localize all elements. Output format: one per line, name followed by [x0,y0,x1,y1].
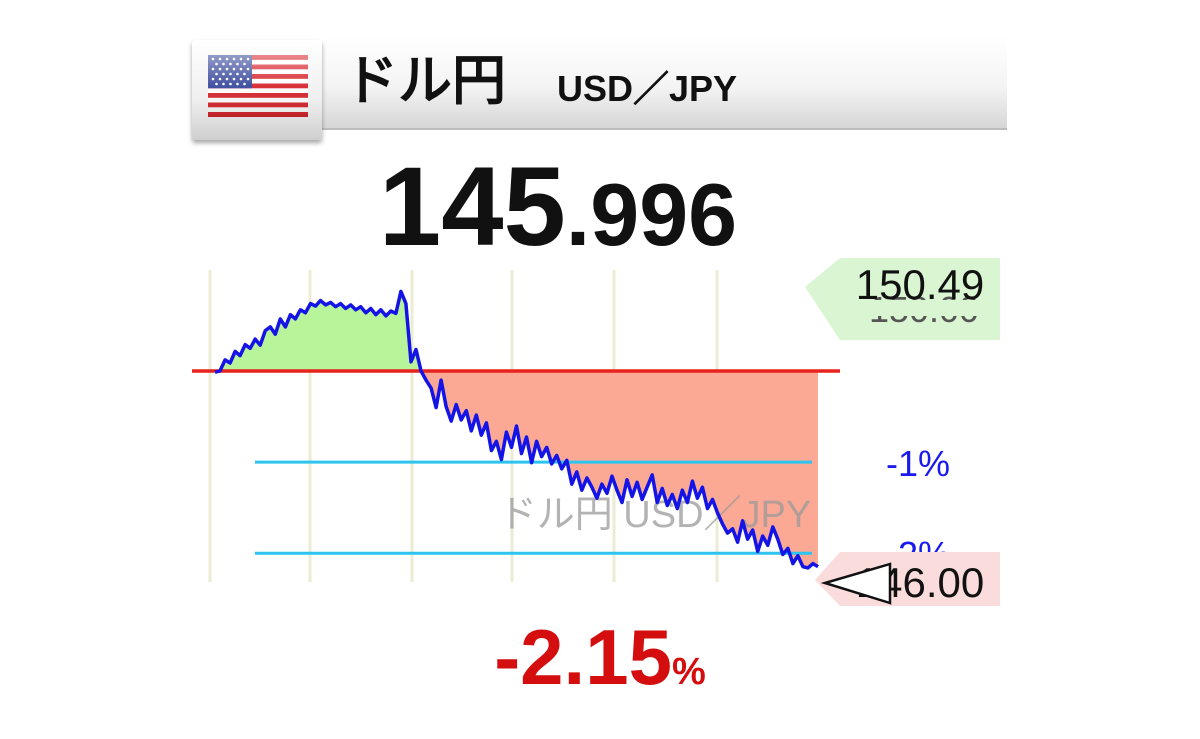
change-unit: % [672,651,706,693]
change-value: -2.15 [494,613,672,701]
current-price-marker-icon [820,562,892,605]
high-tag [805,258,1000,340]
price-line [214,289,819,570]
price-decimal: .996 [565,165,738,264]
gain-area [215,291,818,371]
level-label-1: -1% [886,443,950,484]
pair-name-ja: ドル円 [344,49,506,112]
current-price: 145.996 [0,148,1116,300]
pair-name-en: USD／JPY [557,68,738,109]
high-label: 150.49 [856,261,984,308]
header-bar [192,36,1007,130]
loss-area [215,370,818,568]
us-flag-icon [208,55,308,117]
price-integer: 145 [378,144,566,269]
high-tag-mask [842,300,1000,316]
chart-watermark: ドル円 USD／JPY [499,494,811,536]
change-percent: -2.15% [0,612,1200,725]
